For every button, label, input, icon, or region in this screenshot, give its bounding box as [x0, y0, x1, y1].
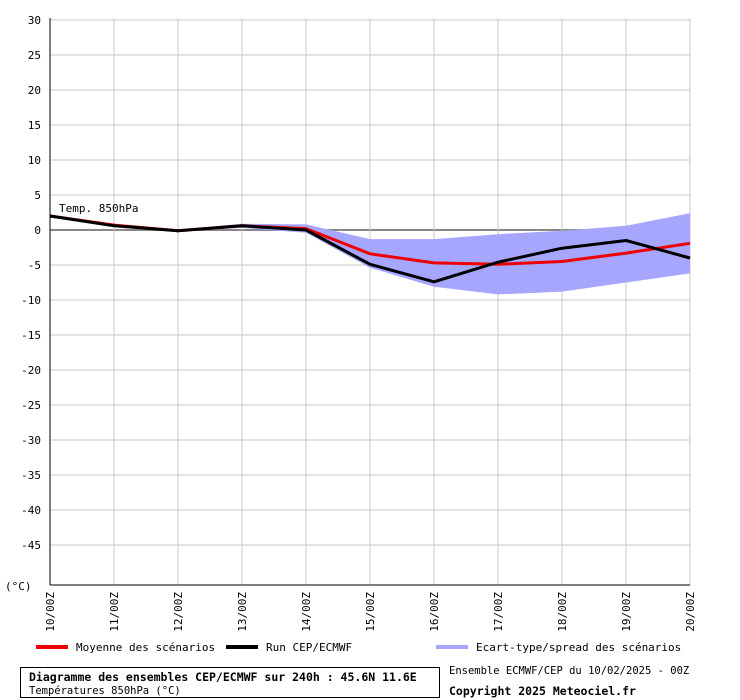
y-tick-label: 0	[34, 224, 41, 237]
y-tick-label: 20	[28, 84, 41, 97]
legend-mean-label: Moyenne des scénarios	[76, 640, 216, 654]
run-info: Ensemble ECMWF/CEP du 10/02/2025 - 00Z	[449, 665, 690, 677]
y-tick-label: 10	[28, 154, 41, 167]
copyright: Copyright 2025 Meteociel.fr	[449, 684, 636, 698]
chart-info-box: Diagramme des ensembles CEP/ECMWF sur 24…	[20, 667, 440, 698]
legend-run: Run CEP/ECMWF	[226, 638, 352, 656]
y-tick-label: -40	[21, 504, 41, 517]
y-tick-label: -15	[21, 329, 41, 342]
x-tick-label: 14/00Z	[300, 592, 313, 632]
legend-mean: Moyenne des scénarios	[36, 638, 215, 656]
legend-spread: Ecart-type/spread des scénarios	[436, 638, 681, 656]
legend-mean-swatch	[36, 645, 68, 649]
y-tick-label: -45	[21, 539, 41, 552]
legend-spread-swatch	[436, 645, 468, 649]
legend-run-label: Run CEP/ECMWF	[266, 640, 353, 654]
legend-run-swatch	[226, 645, 258, 649]
y-tick-label: -5	[28, 259, 41, 272]
x-tick-label: 20/00Z	[684, 592, 697, 632]
run-line	[49, 214, 691, 284]
y-tick-label: 5	[34, 189, 41, 202]
x-tick-label: 19/00Z	[620, 592, 633, 632]
axes: 30 25 20 15 10 5 0 -5 -10 -15 -20 -25 -30 -35 -40 -45 10…	[21, 14, 697, 632]
chart-subtitle: Températures 850hPa (°C)	[29, 685, 181, 697]
y-tick-label: -10	[21, 294, 41, 307]
y-tick-label: -25	[21, 399, 41, 412]
x-tick-label: 15/00Z	[364, 592, 377, 632]
y-tick-label: -20	[21, 364, 41, 377]
y-tick-label: 30	[28, 14, 41, 27]
y-tick-label: -30	[21, 434, 41, 447]
x-tick-label: 16/00Z	[428, 592, 441, 632]
y-tick-label: 15	[28, 119, 41, 132]
grid	[49, 18, 691, 585]
y-tick-label: -35	[21, 469, 41, 482]
series-label: Temp. 850hPa	[59, 202, 138, 215]
series-lines	[49, 214, 691, 284]
x-tick-label: 17/00Z	[492, 592, 505, 632]
x-tick-label: 18/00Z	[556, 592, 569, 632]
legend-spread-label: Ecart-type/spread des scénarios	[476, 640, 682, 654]
chart-title: Diagramme des ensembles CEP/ECMWF sur 24…	[29, 670, 417, 684]
x-tick-label: 10/00Z	[44, 592, 57, 632]
x-tick-label: 13/00Z	[236, 592, 249, 632]
x-tick-label: 11/00Z	[108, 592, 121, 632]
y-tick-label: 25	[28, 49, 41, 62]
y-unit-label: (°C)	[5, 580, 32, 593]
x-tick-label: 12/00Z	[172, 592, 185, 632]
